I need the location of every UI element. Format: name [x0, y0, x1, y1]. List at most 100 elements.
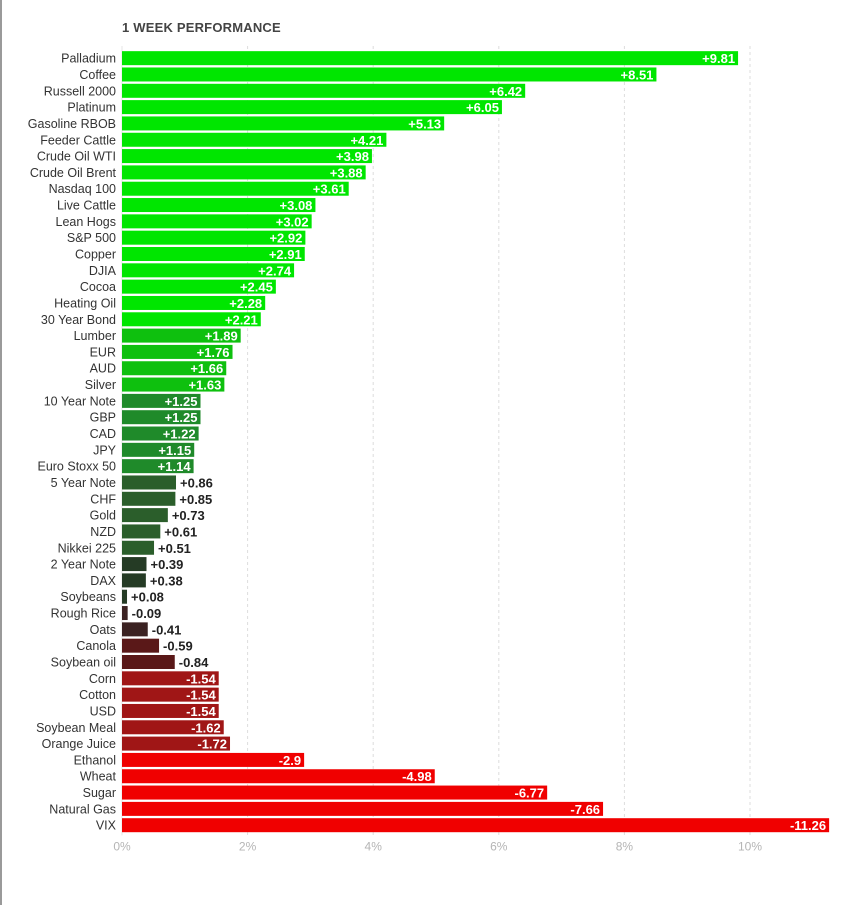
- category-label: Euro Stoxx 50: [37, 460, 116, 474]
- value-label: +2.28: [229, 296, 262, 311]
- category-label: VIX: [96, 819, 117, 833]
- value-label: -1.62: [191, 720, 221, 735]
- category-label: Platinum: [67, 101, 116, 115]
- value-label: +0.38: [150, 573, 183, 588]
- value-label: +1.25: [165, 410, 198, 425]
- category-label: Canola: [76, 639, 116, 653]
- value-label: +0.73: [172, 508, 205, 523]
- x-tick-label: 6%: [490, 839, 508, 853]
- category-label: 10 Year Note: [44, 394, 116, 408]
- bar: [122, 165, 366, 180]
- bar: [122, 589, 128, 604]
- category-label: Gold: [90, 509, 116, 523]
- category-label: Nikkei 225: [58, 541, 116, 555]
- category-label: AUD: [90, 362, 116, 376]
- bar: [122, 687, 219, 702]
- category-label: GBP: [90, 411, 116, 425]
- bar: [122, 181, 349, 196]
- bar: [122, 736, 231, 751]
- bar: [122, 557, 147, 572]
- category-label: 30 Year Bond: [41, 313, 116, 327]
- category-label: Gasoline RBOB: [28, 117, 116, 131]
- x-tick-label: 2%: [239, 839, 257, 853]
- category-label: Lumber: [74, 329, 116, 343]
- chart-title: 1 WEEK PERFORMANCE: [122, 20, 281, 35]
- value-label: -1.54: [186, 688, 216, 703]
- bar: [122, 51, 739, 66]
- bar: [122, 295, 266, 310]
- value-label: +3.02: [276, 214, 309, 229]
- value-label: +1.14: [158, 459, 192, 474]
- bar: [122, 752, 305, 767]
- value-label: +2.92: [269, 231, 302, 246]
- value-label: +0.85: [179, 492, 212, 507]
- value-label: -1.54: [186, 671, 216, 686]
- value-label: +2.74: [258, 263, 292, 278]
- bar: [122, 638, 160, 653]
- value-label: +1.89: [205, 329, 238, 344]
- category-label: Feeder Cattle: [40, 133, 116, 147]
- bar: [122, 67, 657, 82]
- value-label: +1.66: [190, 361, 223, 376]
- value-label: +8.51: [621, 67, 654, 82]
- bar: [122, 426, 199, 441]
- category-label: Oats: [90, 623, 116, 637]
- category-label: Coffee: [79, 68, 116, 82]
- value-label: +3.88: [330, 165, 363, 180]
- value-label: +3.08: [280, 198, 313, 213]
- value-label: +2.45: [240, 280, 273, 295]
- bar: [122, 116, 445, 131]
- value-label: +4.21: [350, 133, 383, 148]
- category-label: Ethanol: [74, 753, 116, 767]
- category-label: Corn: [89, 672, 116, 686]
- category-label: Soybean Meal: [36, 721, 116, 735]
- bar: [122, 703, 219, 718]
- category-label: S&P 500: [67, 231, 116, 245]
- bar: [122, 279, 276, 294]
- category-label: JPY: [93, 443, 117, 457]
- category-label: 2 Year Note: [51, 558, 116, 572]
- bar: [122, 655, 175, 669]
- value-label: -0.41: [152, 622, 182, 637]
- category-label: 5 Year Note: [51, 476, 116, 490]
- bar: [122, 214, 312, 229]
- bar: [122, 198, 316, 213]
- category-label: Copper: [75, 248, 116, 262]
- value-label: +0.86: [180, 475, 213, 490]
- value-label: +1.63: [188, 378, 221, 393]
- value-label: +0.08: [131, 590, 164, 605]
- bar: [122, 132, 387, 147]
- value-label: +5.13: [408, 116, 441, 131]
- bar: [122, 328, 241, 343]
- category-label: Cotton: [79, 688, 116, 702]
- bar: [122, 442, 195, 457]
- bar: [122, 671, 219, 686]
- value-label: +6.42: [489, 84, 522, 99]
- value-label: +3.61: [313, 182, 346, 197]
- category-label: Rough Rice: [51, 607, 116, 621]
- value-label: +0.61: [164, 524, 197, 539]
- category-label: Heating Oil: [54, 296, 116, 310]
- value-label: +1.76: [197, 345, 230, 360]
- x-tick-label: 8%: [616, 839, 634, 853]
- value-label: +6.05: [466, 100, 499, 115]
- category-label: Lean Hogs: [56, 215, 116, 229]
- bar: [122, 393, 201, 408]
- bar: [122, 459, 194, 474]
- category-label: NZD: [90, 525, 116, 539]
- window-left-border: [0, 0, 2, 905]
- value-label: +9.81: [702, 51, 735, 66]
- category-label: CAD: [90, 427, 116, 441]
- bar: [122, 606, 128, 621]
- bar: [122, 491, 176, 506]
- category-label: Soybean oil: [51, 656, 116, 670]
- value-label: +2.91: [269, 247, 302, 262]
- bar: [122, 524, 161, 539]
- category-label: DAX: [90, 574, 116, 588]
- value-label: +0.51: [158, 541, 191, 556]
- bar: [122, 801, 604, 816]
- value-label: -0.09: [132, 606, 162, 621]
- value-label: -1.54: [186, 704, 216, 719]
- category-label: Nasdaq 100: [49, 182, 116, 196]
